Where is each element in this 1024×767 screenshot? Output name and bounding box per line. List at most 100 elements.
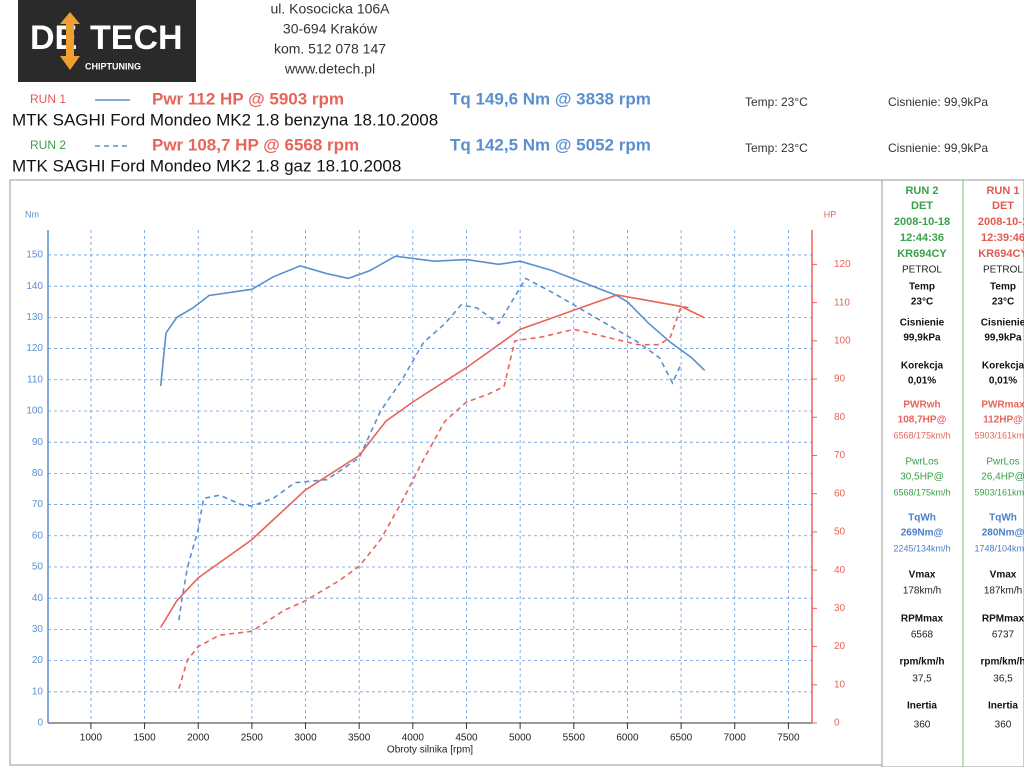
panel-text: Cisnienie [981, 318, 1024, 329]
panel-text: 0,01% [908, 376, 936, 387]
y-tick-label: 70 [32, 499, 44, 510]
series-line [178, 277, 682, 621]
run-torque: Tq 142,5 Nm @ 5052 rpm [450, 135, 651, 154]
panel-text: Korekcja [901, 361, 944, 372]
run-description: MTK SAGHI Ford Mondeo MK2 1.8 gaz 18.10.… [12, 156, 401, 175]
panel-text: 187km/h [984, 586, 1022, 597]
x-tick-label: 3000 [294, 733, 317, 744]
panel-text: PwrLos [905, 457, 938, 468]
side-panel [881, 179, 1024, 767]
y2-tick-label: 10 [834, 679, 846, 690]
y-tick-label: 50 [32, 562, 44, 573]
y2-tick-label: 80 [834, 412, 846, 423]
panel-text: Temp [909, 282, 935, 293]
panel-text: 2008-10-18 [894, 216, 950, 228]
y2-tick-label: 0 [834, 718, 840, 729]
y2-axis-title: HP [824, 209, 837, 219]
panel-text: 30,5HP@ [900, 472, 944, 483]
run-temp: Temp: 23°C [745, 141, 808, 155]
panel-text: 178km/h [903, 586, 941, 597]
panel-text: 0,01% [989, 376, 1017, 387]
y-tick-label: 140 [26, 281, 43, 292]
panel-text: 6568/175km/h [893, 430, 950, 440]
y-tick-label: 80 [32, 468, 44, 479]
panel-text: 36,5 [993, 674, 1013, 685]
y-tick-label: 10 [32, 686, 44, 697]
panel-text: Inertia [988, 701, 1018, 712]
panel-text: 99,9kPa [984, 333, 1022, 344]
logo-arrow [60, 12, 80, 70]
panel-text: RUN 2 [905, 185, 938, 197]
panel-text: 6568 [911, 630, 934, 641]
panel-text: Vmax [990, 570, 1017, 581]
y2-tick-label: 40 [834, 565, 846, 576]
panel-text: rpm/km/h [980, 657, 1024, 668]
panel-text: 112HP@ [983, 415, 1023, 426]
address-line: ul. Kosocicka 106A [270, 1, 390, 17]
panel-text: 269Nm@ [901, 528, 944, 539]
address-line: kom. 512 078 147 [274, 41, 386, 57]
y-tick-label: 110 [27, 374, 43, 385]
x-tick-label: 6000 [616, 733, 639, 744]
x-tick-label: 2500 [241, 733, 264, 744]
y-tick-label: 120 [26, 343, 43, 354]
series-line [178, 305, 689, 689]
panel-text: TqWh [989, 513, 1017, 524]
y-tick-label: 90 [32, 437, 44, 448]
panel-text: 6568/175km/h [893, 487, 950, 497]
panel-text: PwrLos [986, 457, 1019, 468]
chart-frame [9, 179, 883, 766]
logo-box [18, 0, 196, 82]
y2-tick-label: 60 [834, 488, 846, 499]
panel-text: 23°C [992, 297, 1014, 308]
run-label: RUN 1 [30, 92, 66, 106]
y2-tick-label: 90 [834, 374, 846, 385]
panel-text: 37,5 [912, 674, 932, 685]
x-tick-label: 2000 [187, 733, 210, 744]
x-tick-label: 6500 [670, 733, 693, 744]
series-line [160, 294, 706, 628]
y-tick-label: 60 [32, 530, 44, 541]
x-tick-label: 4000 [402, 733, 425, 744]
run-torque: Tq 149,6 Nm @ 3838 rpm [450, 89, 651, 108]
logo-tagline: CHIPTUNING [85, 61, 141, 71]
panel-text: 12:39:46 [981, 232, 1024, 244]
x-tick-label: 5500 [563, 733, 586, 744]
series-line [159, 255, 706, 387]
run-power: Pwr 112 HP @ 5903 rpm [152, 89, 344, 108]
panel-text: PWRwh [903, 400, 940, 411]
y2-tick-label: 120 [834, 259, 851, 270]
run-power: Pwr 108,7 HP @ 6568 rpm [152, 135, 359, 154]
x-tick-label: 1000 [80, 733, 103, 744]
panel-text: 26,4HP@ [981, 472, 1024, 483]
y-tick-label: 20 [32, 655, 44, 666]
address-line: www.detech.pl [284, 61, 375, 77]
x-axis-title: Obroty silnika [rpm] [387, 745, 473, 756]
y2-tick-label: 70 [834, 450, 846, 461]
panel-text: 2008-10-1 [978, 216, 1024, 228]
y2-tick-label: 100 [834, 335, 851, 346]
address-line: 30-694 Kraków [283, 21, 378, 37]
y-tick-label: 0 [37, 718, 43, 729]
panel-text: RUN 1 [986, 185, 1019, 197]
panel-text: TqWh [908, 513, 936, 524]
panel-text: KR694CY [978, 248, 1024, 260]
panel-text: Korekcja [982, 361, 1024, 372]
panel-text: 2245/134km/h [893, 543, 950, 553]
run-pressure: Cisnienie: 99,9kPa [888, 95, 988, 109]
panel-text: DET [911, 200, 933, 212]
panel-text: 1748/104km/h [974, 543, 1024, 553]
y-axis-title: Nm [25, 209, 39, 219]
y2-tick-label: 110 [834, 297, 850, 308]
panel-text: 6737 [992, 630, 1015, 641]
panel-text: Vmax [909, 570, 936, 581]
y-tick-label: 100 [26, 406, 43, 417]
x-tick-label: 7500 [777, 733, 800, 744]
x-tick-label: 7000 [724, 733, 747, 744]
panel-text: RPMmax [982, 614, 1024, 625]
panel-text: DET [992, 200, 1014, 212]
y-tick-label: 150 [26, 250, 43, 261]
panel-text: KR694CY [897, 248, 947, 260]
